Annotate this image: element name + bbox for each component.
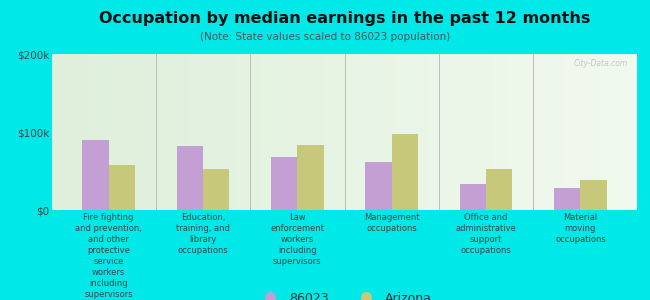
Bar	[297, 145, 324, 210]
Bar	[580, 180, 607, 210]
Bar	[82, 140, 109, 210]
Text: (Note: State values scaled to 86023 population): (Note: State values scaled to 86023 popu…	[200, 32, 450, 43]
Legend: 86023, Arizona: 86023, Arizona	[252, 287, 437, 300]
Bar	[392, 134, 418, 210]
Bar	[460, 184, 486, 210]
Bar	[365, 162, 392, 210]
Bar	[109, 165, 135, 210]
Title: Occupation by median earnings in the past 12 months: Occupation by median earnings in the pas…	[99, 11, 590, 26]
Bar	[203, 169, 229, 210]
Bar	[486, 169, 512, 210]
Text: City-Data.com: City-Data.com	[574, 59, 628, 68]
Bar	[554, 188, 580, 210]
Bar	[177, 146, 203, 210]
Bar	[271, 157, 297, 210]
